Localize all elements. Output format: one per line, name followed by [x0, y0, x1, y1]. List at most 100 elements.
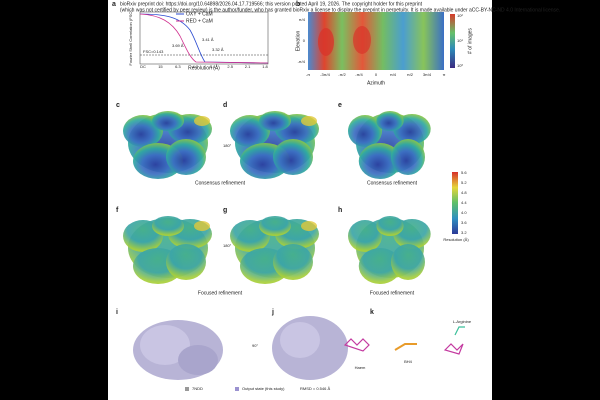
- rmsd-label: RMSD = 0.546 Å: [300, 386, 330, 391]
- bh4-molecule: [394, 343, 417, 351]
- density-map: [358, 143, 402, 179]
- density-highlight: [194, 116, 210, 126]
- colorbar: [450, 14, 455, 68]
- x-tick-label: 15: [158, 64, 163, 69]
- fsc-curve-red: [139, 13, 269, 64]
- panel-a: a Fourier Shell Correlation (FSC) Resolu…: [112, 1, 269, 71]
- x-axis-label: Azimuth: [367, 80, 385, 86]
- ligand-label: L-Arginine: [453, 319, 472, 324]
- arginine-molecule: [454, 326, 465, 336]
- legend-swatch: [185, 387, 189, 391]
- colorbar-tick: 4.0: [461, 210, 467, 215]
- density-highlight: [301, 221, 317, 231]
- panel-b: b Elevation Azimuth -π -3π/4 -π/2 -π/4 0 π/4 π…: [295, 1, 473, 86]
- x-tick-label: π/4: [390, 72, 397, 77]
- panel-label: f: [116, 207, 119, 214]
- x-tick-label: 6.3: [175, 64, 181, 69]
- x-tick-label: -3π/4: [320, 72, 330, 77]
- colorbar-tick: 3.2: [461, 230, 467, 235]
- rotation-label: 90°: [252, 343, 258, 348]
- y-axis-label: Fourier Shell Correlation (FSC): [128, 10, 133, 66]
- density-map: [376, 216, 404, 236]
- density-map: [166, 139, 206, 175]
- y-tick-label: 0: [303, 38, 306, 43]
- panel-label: j: [271, 309, 274, 316]
- colorbar-tick: 5.2: [461, 180, 467, 185]
- structure-panels: i j k 90° Haem BH4 L-Arginine 7NDD Outpu…: [116, 309, 472, 391]
- caption: Focused refinement: [370, 290, 415, 296]
- x-tick-label: π: [443, 72, 446, 77]
- ribbon-structure: [178, 345, 218, 375]
- legend-entry: RED + CaM: [186, 18, 213, 24]
- panel-label: i: [116, 309, 118, 316]
- x-ticks: -π -3π/4 -π/2 -π/4 0 π/4 π/2 3π/4 π: [306, 72, 446, 77]
- heat-spot: [318, 28, 334, 56]
- colorbar-tick: 3.6: [461, 220, 467, 225]
- density-map: [166, 244, 206, 280]
- header-line-2: (which was not certified by peer review)…: [120, 7, 560, 13]
- density-map: [348, 115, 382, 147]
- x-tick-label: 2.5: [227, 64, 233, 69]
- colorbar-label: Resolution (Å): [443, 237, 469, 242]
- heat-spot: [353, 26, 371, 54]
- legend-entry: OXY + CaM: [186, 11, 213, 17]
- panel-label: e: [338, 102, 342, 109]
- x-tick-label: 3π/4: [423, 72, 432, 77]
- x-tick-label: 4.2: [193, 64, 199, 69]
- annotation: 3.69 Å: [172, 43, 184, 48]
- header-line-1: bioRxiv preprint doi: https://doi.org/10…: [120, 1, 423, 7]
- x-axis-label: Resolution (Å): [188, 64, 220, 71]
- ligand-label: Haem: [355, 365, 366, 370]
- x-tick-label: -π/2: [338, 72, 346, 77]
- panel-label: g: [223, 207, 227, 214]
- heme-molecule: [443, 343, 464, 355]
- caption: Consensus refinement: [367, 180, 418, 186]
- annotation: FSC=0.143: [143, 49, 164, 54]
- panel-label: b: [296, 1, 300, 8]
- ligand-label: BH4: [404, 359, 413, 364]
- fsc-curve-oxy: [139, 13, 269, 64]
- x-tick-label: 2.1: [245, 64, 251, 69]
- density-map: [273, 244, 313, 280]
- panel-label: h: [338, 207, 342, 214]
- x-tick-label: 3.1: [210, 64, 216, 69]
- rotation-label: 180°: [223, 143, 232, 148]
- legend-entry: 7NDD: [192, 386, 203, 391]
- colorbar-tick: 4.4: [461, 200, 467, 205]
- y-ticks: π/4 0 -π/4: [298, 17, 306, 64]
- density-map: [273, 139, 313, 175]
- colorbar-ticks: 10² 10¹ 10⁰: [457, 13, 463, 68]
- colorbar-label: # of images: [467, 28, 473, 54]
- x-tick-label: 1.8: [262, 64, 268, 69]
- density-map: [152, 111, 184, 131]
- density-map: [391, 244, 425, 280]
- panel-label: c: [116, 102, 120, 109]
- colorbar-ticks: 5.6 5.2 4.8 4.4 4.0 3.6 3.2: [461, 170, 467, 235]
- colorbar-tick: 10²: [457, 13, 463, 18]
- y-axis-label: Elevation: [295, 31, 301, 52]
- density-highlight: [301, 116, 317, 126]
- heme-molecule: [343, 338, 370, 352]
- panel-label: k: [370, 309, 374, 316]
- preprint-header: bioRxiv preprint doi: https://doi.org/10…: [120, 1, 560, 13]
- caption: Consensus refinement: [195, 180, 246, 186]
- density-map: [259, 216, 291, 236]
- y-tick-label: -π/4: [298, 59, 306, 64]
- plot-frame: [139, 11, 269, 65]
- panel-label: d: [223, 102, 227, 109]
- density-highlight: [194, 221, 210, 231]
- x-tick-label: DC: [140, 64, 146, 69]
- colorbar-tick: 5.6: [461, 170, 467, 175]
- rotation-label: 180°: [223, 243, 232, 248]
- density-map: [152, 216, 184, 236]
- density-map: [259, 111, 291, 131]
- caption: Focused refinement: [198, 290, 243, 296]
- x-tick-label: 0: [375, 72, 378, 77]
- resolution-colorbar: [452, 172, 458, 234]
- ribbon-structure: [280, 322, 320, 358]
- x-tick-label: -π/4: [355, 72, 363, 77]
- legend-swatch: [235, 387, 239, 391]
